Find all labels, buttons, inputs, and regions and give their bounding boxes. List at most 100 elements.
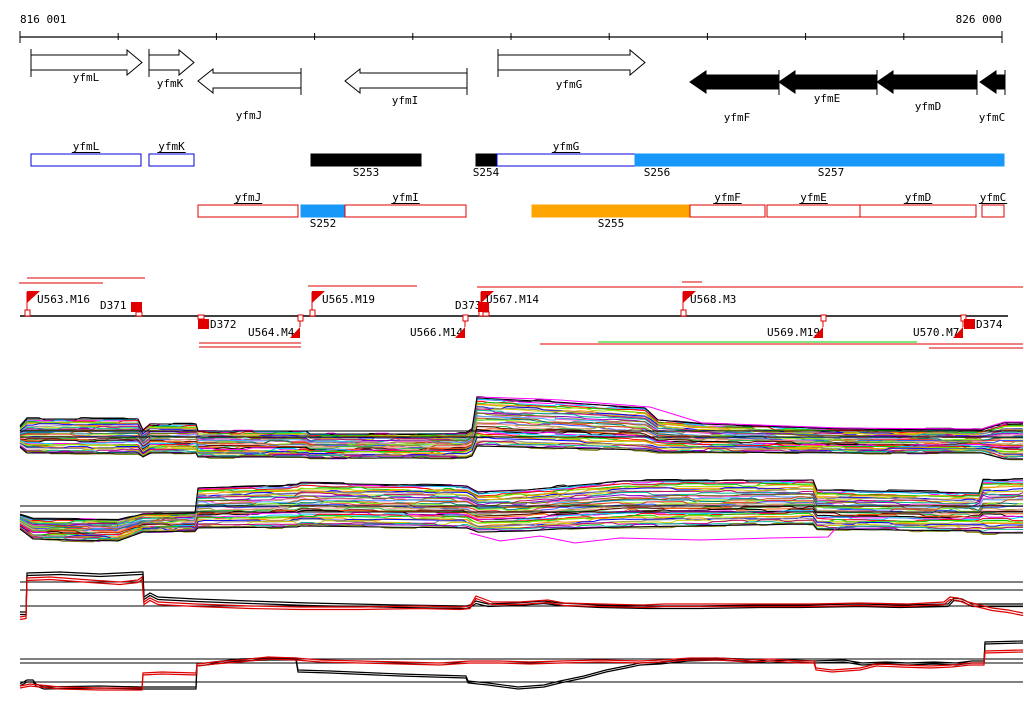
probe-label-D371: D371 bbox=[100, 299, 127, 312]
probe-anchor-square bbox=[462, 314, 469, 322]
profile-line bbox=[19, 517, 1024, 540]
probe-down-flag-U569.M19[interactable] bbox=[813, 327, 823, 338]
gene-arrow-yfmK[interactable] bbox=[148, 48, 195, 77]
profile-line bbox=[19, 496, 1024, 531]
gene-label-yfmD: yfmD bbox=[915, 100, 942, 113]
profile-line bbox=[19, 442, 1023, 459]
probe-up-flag-U565.M19[interactable] bbox=[312, 291, 325, 303]
segment-track: yfmL yfmK S253 S254 yfmG S256 S257 yfmJ S252 yfmI… bbox=[30, 140, 1008, 230]
segment-box-yfmF[interactable] bbox=[689, 204, 766, 218]
gene-label-yfmK: yfmK bbox=[157, 77, 184, 90]
profile-line bbox=[19, 510, 1023, 536]
segment-label-S254: S254 bbox=[473, 166, 500, 179]
segment-box-yfmE[interactable] bbox=[766, 204, 861, 218]
probe-label-D372: D372 bbox=[210, 318, 237, 331]
gene-arrow-yfmF[interactable] bbox=[689, 70, 780, 94]
gene-arrow-yfmE[interactable] bbox=[778, 70, 878, 94]
probe-label-U570.M7: U570.M7 bbox=[913, 326, 959, 339]
outlier-line bbox=[476, 396, 1023, 430]
segment-label-yfmI: yfmI bbox=[392, 191, 419, 204]
probe-track: U563.M16 U565.M19 U567.M14 U568.M3 U564.M4 U5… bbox=[19, 277, 1023, 349]
probe-d-square-D372[interactable] bbox=[198, 319, 209, 329]
segment-box-yfmJ[interactable] bbox=[197, 204, 299, 218]
segment-box-yfmD[interactable] bbox=[859, 204, 977, 218]
profile-line bbox=[19, 499, 1024, 532]
gene-arrow-yfmL[interactable] bbox=[30, 48, 143, 77]
profile-line bbox=[20, 423, 1023, 450]
profile-line bbox=[19, 436, 1024, 456]
probe-anchor-square bbox=[197, 314, 205, 320]
band-top-edge bbox=[19, 397, 1023, 435]
probe-down-flag-U566.M14[interactable] bbox=[455, 327, 465, 338]
profile-line bbox=[19, 503, 1023, 533]
profile-line bbox=[19, 523, 1023, 542]
probe-label-U566.M14: U566.M14 bbox=[410, 326, 463, 339]
profile-line bbox=[19, 495, 1024, 530]
probe-up-flag-U563.M16[interactable] bbox=[27, 291, 40, 303]
segment-label-S256: S256 bbox=[644, 166, 671, 179]
expression-profiles-panel-1 bbox=[19, 396, 1024, 461]
segment-box-S256[interactable] bbox=[634, 153, 1005, 167]
probe-anchor-square bbox=[135, 311, 143, 317]
probe-d-square-D373[interactable] bbox=[478, 302, 489, 312]
segment-box-S255[interactable] bbox=[531, 204, 691, 218]
expression-panels bbox=[19, 396, 1024, 691]
profile-line bbox=[19, 412, 1023, 444]
ratio-line bbox=[19, 651, 1024, 691]
segment-label-S252: S252 bbox=[310, 217, 337, 230]
segment-box-yfmC[interactable] bbox=[981, 204, 1005, 218]
gene-label-yfmI: yfmI bbox=[392, 94, 419, 107]
gene-arrow-yfmJ[interactable] bbox=[197, 67, 302, 95]
ratio-line bbox=[20, 571, 1023, 613]
probe-anchor-square bbox=[680, 309, 687, 317]
band-bottom-edge bbox=[19, 523, 1023, 542]
segment-label-yfmJ: yfmJ bbox=[235, 191, 262, 204]
segment-label-yfmC: yfmC bbox=[980, 191, 1007, 204]
probe-label-U565.M19: U565.M19 bbox=[322, 293, 375, 306]
coordinate-ruler: 816 001 826 000 bbox=[19, 13, 1003, 43]
gene-label-yfmE: yfmE bbox=[814, 92, 841, 105]
ratio-line bbox=[19, 575, 1024, 618]
probe-d-square-D374[interactable] bbox=[964, 319, 975, 329]
gene-arrow-yfmD[interactable] bbox=[876, 70, 978, 94]
segment-box-yfmG[interactable] bbox=[496, 153, 636, 167]
profile-line bbox=[19, 488, 1024, 527]
gene-label-yfmG: yfmG bbox=[556, 78, 583, 91]
segment-label-yfmF: yfmF bbox=[714, 191, 741, 204]
probe-anchor-square bbox=[482, 311, 490, 317]
segment-box-S253[interactable] bbox=[310, 153, 422, 167]
segment-label-yfmD: yfmD bbox=[905, 191, 932, 204]
segment-box-yfmK[interactable] bbox=[148, 153, 195, 167]
segment-box-S254[interactable] bbox=[475, 153, 497, 167]
segment-box-S252[interactable] bbox=[300, 204, 346, 218]
probe-label-U569.M19: U569.M19 bbox=[767, 326, 820, 339]
probe-up-flag-U567.M14[interactable] bbox=[481, 291, 494, 303]
probe-anchor-square bbox=[24, 309, 31, 317]
segment-label-S255: S255 bbox=[598, 217, 625, 230]
ruler-start-coordinate: 816 001 bbox=[20, 13, 66, 26]
ratio-line bbox=[19, 578, 1024, 621]
probe-label-U564.M4: U564.M4 bbox=[248, 326, 295, 339]
profile-line bbox=[19, 440, 1023, 458]
probe-down-flag-U564.M4[interactable] bbox=[290, 327, 300, 338]
gene-arrow-yfmC[interactable] bbox=[979, 70, 1006, 94]
gene-arrow-yfmI[interactable] bbox=[344, 67, 468, 95]
probe-anchor-square bbox=[820, 314, 827, 322]
segment-box-yfmL[interactable] bbox=[30, 153, 142, 167]
probe-d-square-D371[interactable] bbox=[131, 302, 142, 312]
expression-profiles-panel-2 bbox=[19, 478, 1024, 544]
segment-box-yfmI[interactable] bbox=[344, 204, 467, 218]
segment-label-yfmL: yfmL bbox=[73, 140, 100, 153]
probe-label-U567.M14: U567.M14 bbox=[486, 293, 539, 306]
gene-arrow-yfmG[interactable] bbox=[497, 48, 646, 77]
probe-up-flag-U568.M3[interactable] bbox=[683, 291, 696, 303]
profile-line bbox=[19, 415, 1023, 446]
band-top-edge bbox=[19, 478, 1024, 521]
ratio-line bbox=[19, 649, 1024, 689]
ratio-profiles-panel-4 bbox=[19, 640, 1024, 691]
probe-anchor-square bbox=[297, 314, 304, 322]
probe-anchor-square bbox=[309, 309, 316, 317]
probe-label-D373: D373 bbox=[455, 299, 482, 312]
probe-down-flag-U570.M7[interactable] bbox=[953, 327, 963, 338]
ratio-profiles-panel-3 bbox=[19, 571, 1024, 621]
